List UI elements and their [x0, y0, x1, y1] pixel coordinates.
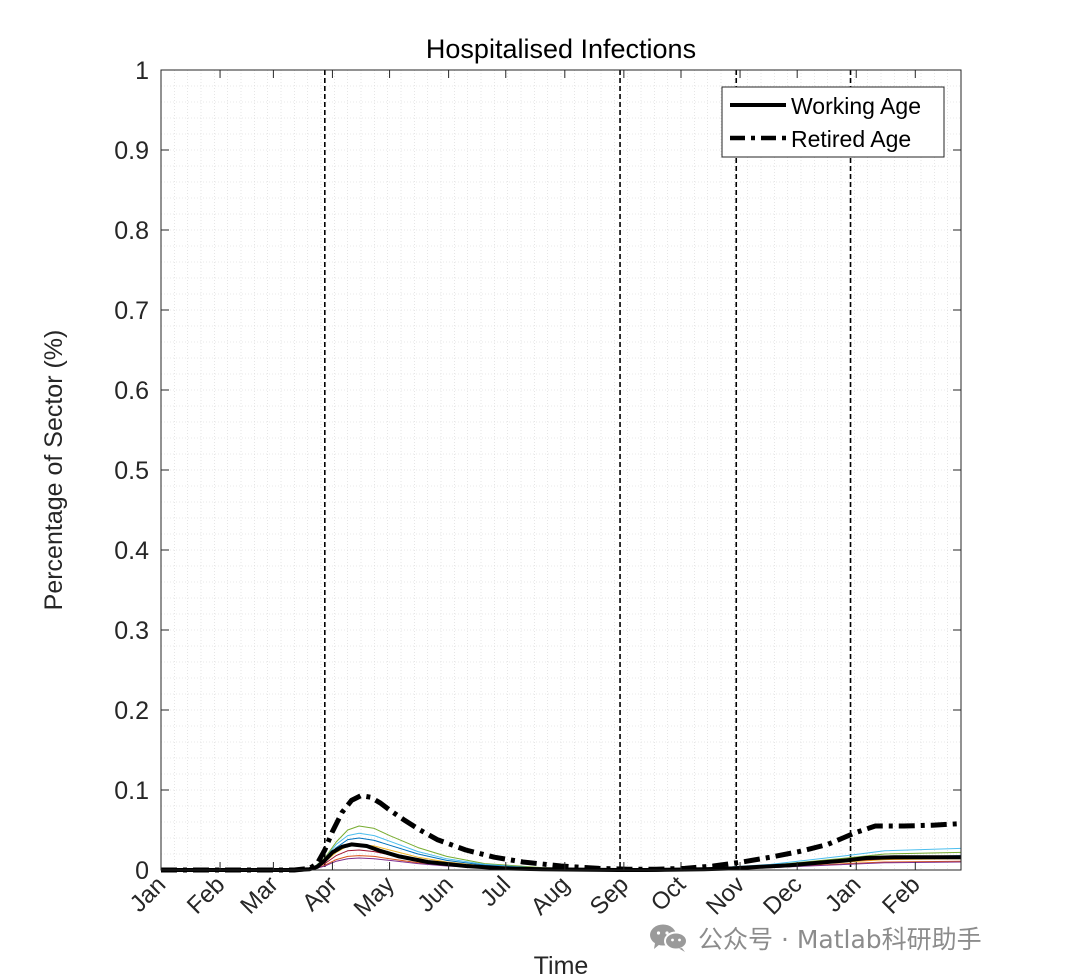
- y-tick-label: 0.4: [114, 537, 149, 565]
- y-tick-label: 0.7: [114, 297, 149, 325]
- y-axis-label: Percentage of Sector (%): [40, 330, 68, 611]
- series-line-retired-age: [161, 793, 962, 873]
- watermark: 公众号 · Matlab科研助手: [648, 920, 1058, 956]
- y-tick-label: 0.1: [114, 777, 149, 805]
- y-tick-label: 0.8: [114, 217, 149, 245]
- legend: Working Age Retired Age: [721, 86, 945, 158]
- legend-retired-age-label: Retired Age: [791, 126, 911, 152]
- legend-working-age-label: Working Age: [791, 93, 921, 119]
- axis-ticks: [160, 69, 961, 871]
- chart-title: Hospitalised Infections: [426, 34, 696, 64]
- legend-box: [721, 86, 945, 158]
- y-tick-label: 0.9: [114, 137, 149, 165]
- series-line-working-age: [161, 842, 961, 872]
- event-lines: [324, 70, 852, 870]
- x-axis-label: Time: [534, 952, 589, 980]
- y-tick-label: 0.3: [114, 617, 149, 645]
- y-tick-label: 1: [135, 57, 149, 85]
- series-lines: [161, 793, 962, 873]
- grid: [161, 70, 961, 870]
- y-tick-label: 0.5: [114, 457, 149, 485]
- wechat-icon: [650, 924, 688, 952]
- y-tick-labels: 0 0.1 0.2 0.3 0.4 0.5 0.6 0.7 0.8 0.9 1: [114, 57, 149, 885]
- y-tick-label: 0.6: [114, 377, 149, 405]
- watermark-text: 公众号 · Matlab科研助手: [698, 925, 982, 954]
- y-tick-label: 0.2: [114, 697, 149, 725]
- y-tick-label: 0: [135, 857, 149, 885]
